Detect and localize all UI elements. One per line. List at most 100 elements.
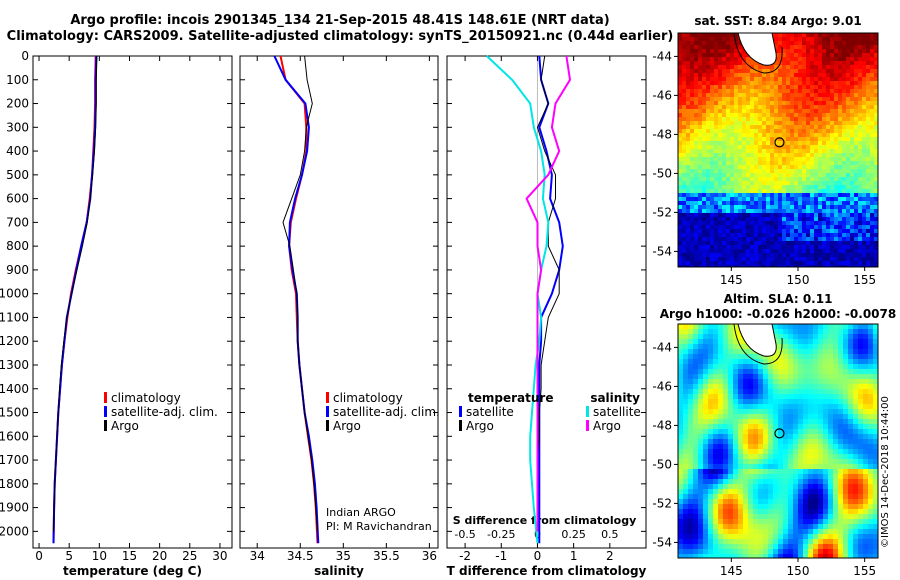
- sst-map-cell: [714, 97, 719, 102]
- sla-map-cell: [848, 384, 854, 390]
- sla-map-cell: [793, 549, 799, 555]
- sla-map-cell: [758, 424, 764, 430]
- sla-map-cell: [783, 469, 789, 475]
- sla-map-cell: [773, 409, 779, 415]
- sst-map-cell: [794, 209, 799, 214]
- sst-map-cell: [802, 109, 807, 114]
- sst-map-cell: [818, 101, 823, 106]
- sst-map-cell: [790, 229, 795, 234]
- sst-map-cell: [750, 169, 755, 174]
- sla-map-cell: [783, 494, 789, 500]
- sst-map-cell: [762, 261, 767, 266]
- sst-map-cell: [698, 109, 703, 114]
- sla-map-cell: [818, 404, 824, 410]
- sst-map-cell: [798, 49, 803, 54]
- sst-map-cell: [706, 129, 711, 134]
- sla-map-cell: [703, 389, 709, 395]
- sst-map-cell: [726, 101, 731, 106]
- sst-map-cell: [710, 261, 715, 266]
- sst-map-cell: [766, 65, 771, 70]
- sst-map-cell: [802, 177, 807, 182]
- sla-map-cell: [798, 509, 804, 515]
- sst-map-cell: [746, 73, 751, 78]
- sst-map-cell: [850, 197, 855, 202]
- sla-map-cell: [688, 429, 694, 435]
- sla-map-cell: [678, 339, 684, 345]
- sst-map-cell: [834, 157, 839, 162]
- sla-map-cell: [698, 389, 704, 395]
- sla-map-cell: [718, 449, 724, 455]
- sst-map-cell: [814, 149, 819, 154]
- sst-map-cell: [694, 213, 699, 218]
- sla-map-cell: [823, 364, 829, 370]
- sst-map-cell: [850, 189, 855, 194]
- sst-map-cell: [766, 217, 771, 222]
- sst-map-cell: [862, 61, 867, 66]
- sla-map-cell: [753, 369, 759, 375]
- sst-map-cell: [710, 49, 715, 54]
- sst-map-cell: [762, 213, 767, 218]
- sla-map-cell: [868, 499, 874, 505]
- sst-map-cell: [790, 165, 795, 170]
- sst-map-cell: [702, 89, 707, 94]
- sst-map-cell: [682, 57, 687, 62]
- sla-map-cell: [763, 544, 769, 550]
- sla-map-cell: [688, 384, 694, 390]
- sst-map-cell: [802, 161, 807, 166]
- sla-map-cell: [703, 339, 709, 345]
- sst-map-cell: [726, 149, 731, 154]
- sla-map-cell: [798, 519, 804, 525]
- sst-map-cell: [694, 145, 699, 150]
- sla-map-cell: [798, 399, 804, 405]
- sla-map-cell: [758, 384, 764, 390]
- sla-map-cell: [733, 489, 739, 495]
- sla-map-cell: [868, 554, 874, 558]
- sst-map-cell: [758, 97, 763, 102]
- sst-map-cell: [818, 201, 823, 206]
- sla-map-cell: [783, 554, 789, 558]
- sst-map-cell: [810, 93, 815, 98]
- sla-map-cell: [693, 479, 699, 485]
- sst-map-cell: [810, 237, 815, 242]
- sst-map-cell: [830, 173, 835, 178]
- sst-map-cell: [834, 117, 839, 122]
- sla-map-cell: [768, 374, 774, 380]
- sla-map-cell: [708, 374, 714, 380]
- sla-map-cell: [768, 444, 774, 450]
- sst-map-cell: [778, 245, 783, 250]
- sla-map-cell: [833, 384, 839, 390]
- sla-map-cell: [738, 364, 744, 370]
- sla-map-cell: [803, 489, 809, 495]
- sst-map-cell: [734, 253, 739, 258]
- sla-map-cell: [848, 474, 854, 480]
- sla-map-cell: [873, 534, 878, 540]
- sst-map-cell: [694, 201, 699, 206]
- sst-map-cell: [822, 265, 827, 267]
- sla-map-cell: [778, 444, 784, 450]
- sst-map-cell: [742, 137, 747, 142]
- sla-map-cell: [788, 399, 794, 405]
- sla-map-cell: [758, 529, 764, 535]
- sst-map-cell: [710, 133, 715, 138]
- sst-map-cell: [846, 141, 851, 146]
- sla-map-cell: [738, 389, 744, 395]
- sst-map-cell: [790, 97, 795, 102]
- sla-map-cell: [853, 544, 859, 550]
- sla-map-cell: [778, 459, 784, 465]
- sst-map-cell: [770, 181, 775, 186]
- sla-map-cell: [763, 414, 769, 420]
- sst-map-cell: [714, 225, 719, 230]
- sla-map-cell: [813, 434, 819, 440]
- sla-map-lon-tick-label: 155: [853, 564, 876, 578]
- sst-map-cell: [830, 69, 835, 74]
- sla-map-cell: [758, 369, 764, 375]
- sst-map-cell: [830, 117, 835, 122]
- sst-map-cell: [678, 253, 683, 258]
- sst-map-cell: [754, 81, 759, 86]
- sla-map-cell: [818, 369, 824, 375]
- sst-map-cell: [734, 261, 739, 266]
- sla-map-cell: [863, 449, 869, 455]
- sla-map-cell: [818, 339, 824, 345]
- sst-map-cell: [826, 241, 831, 246]
- sst-map-cell: [826, 109, 831, 114]
